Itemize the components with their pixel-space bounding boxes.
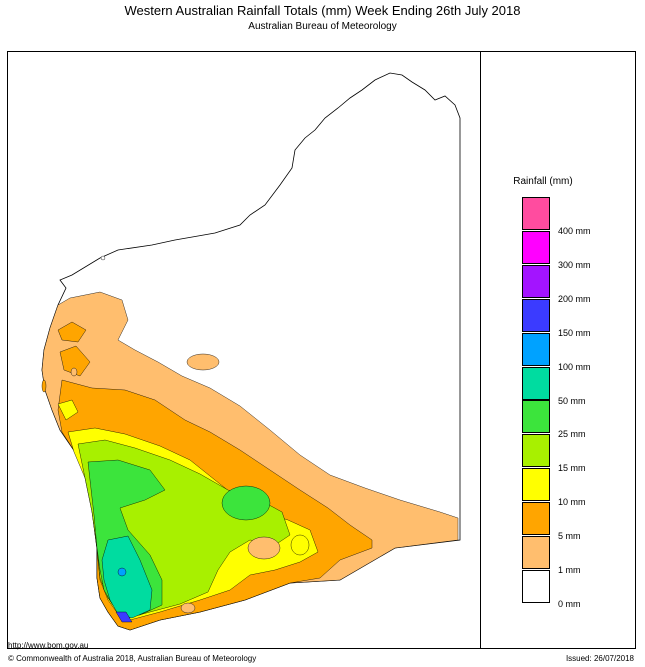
rain-zone-25mm-inland — [221, 485, 271, 521]
map-frame — [7, 51, 636, 649]
island — [41, 379, 47, 393]
source-url[interactable]: http://www.bom.gov.au — [8, 641, 89, 650]
legend-title: Rainfall (mm) — [513, 176, 573, 187]
legend-label: 400 mm — [558, 226, 591, 236]
legend-swatch — [522, 264, 550, 298]
legend-label: 100 mm — [558, 361, 591, 372]
rain-zone-10mm-inner — [290, 534, 310, 556]
legend-swatch — [522, 298, 550, 332]
legend-label: 10 mm — [558, 497, 586, 508]
legend-swatch — [522, 366, 550, 400]
map-subtitle: Australian Bureau of Meteorology — [248, 21, 397, 32]
rain-zone-50mm — [101, 535, 153, 619]
map-title: Western Australian Rainfall Totals (mm) … — [124, 3, 521, 18]
legend-swatch — [522, 502, 550, 536]
rain-zone-100mm — [117, 567, 127, 577]
legend-swatch — [522, 197, 550, 230]
legend-label: 150 mm — [558, 327, 591, 338]
legend-label: 0 mm — [558, 598, 581, 609]
island — [70, 367, 78, 377]
legend-swatch — [522, 230, 550, 264]
legend-swatch — [522, 536, 550, 569]
rain-zone-150mm — [115, 611, 133, 623]
rain-zone-10mm-west — [57, 399, 79, 421]
legend-swatch — [522, 400, 550, 434]
legend-label: 300 mm — [558, 259, 591, 270]
legend-label: 1 mm — [558, 565, 581, 575]
legend-swatch — [522, 434, 550, 468]
legend-swatch — [522, 569, 550, 603]
legend-label: 200 mm — [558, 293, 591, 304]
rainfall-map — [41, 72, 461, 631]
legend-label: 50 mm — [558, 395, 586, 406]
legend-swatch — [522, 332, 550, 366]
legend-label: 5 mm — [558, 531, 581, 542]
copyright-notice: © Commonwealth of Australia 2018, Austra… — [8, 654, 257, 663]
rain-zone-1mm-inner — [247, 536, 281, 560]
rain-zone-1mm-patch — [186, 353, 220, 371]
issued-date: Issued: 26/07/2018 — [565, 654, 634, 663]
legend-swatch — [522, 468, 550, 502]
island — [100, 255, 106, 261]
rain-zone-5mm-coast — [59, 345, 91, 377]
legend-divider — [480, 51, 481, 649]
legend-label: 15 mm — [558, 463, 586, 474]
legend-label: 25 mm — [558, 429, 586, 440]
rain-zone-5mm-north — [57, 321, 87, 343]
rain-zone-1mm-south — [180, 602, 196, 614]
